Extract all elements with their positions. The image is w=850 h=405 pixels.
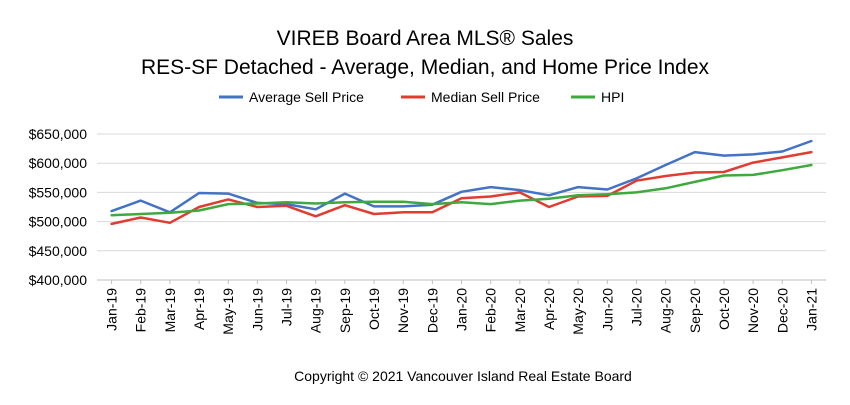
series-line-average-sell-price: [110, 139, 813, 214]
x-tick-label: Feb-19: [133, 288, 149, 333]
legend-label: Average Sell Price: [249, 89, 364, 105]
x-tick-label: Aug-20: [658, 288, 674, 333]
y-tick-label: $650,000: [29, 126, 88, 142]
chart-title: VIREB Board Area MLS® Sales: [277, 27, 574, 50]
x-tick-label: Nov-19: [395, 288, 411, 333]
x-axis: Jan-19 Feb-19 Mar-19 Apr-19 May-19 Jun-19 Jul-…: [104, 280, 819, 335]
x-tick-label: Jul-19: [279, 288, 295, 326]
x-tick-label: Aug-19: [308, 288, 324, 333]
x-tick-label: Jan-20: [454, 288, 470, 331]
x-tick-label: May-19: [220, 288, 236, 335]
copyright-text: Copyright © 2021 Vancouver Island Real E…: [294, 368, 632, 384]
legend: Average Sell Price Median Sell Price HPI: [219, 89, 624, 105]
series-lines: [110, 139, 813, 226]
y-axis-ticks: $400,000 $450,000 $500,000 $550,000 $600,000…: [29, 126, 88, 288]
chart-subtitle: RES-SF Detached - Average, Median, and H…: [141, 56, 710, 79]
x-tick-label: Mar-19: [162, 288, 178, 333]
legend-label: HPI: [601, 89, 624, 105]
x-tick-label: Nov-20: [745, 288, 761, 333]
y-tick-label: $400,000: [29, 272, 88, 288]
y-tick-label: $450,000: [29, 243, 88, 259]
x-tick-label: Mar-20: [512, 288, 528, 333]
x-tick-label: Jan-21: [803, 288, 819, 331]
x-tick-label: Dec-19: [424, 288, 440, 333]
x-tick-label: Sep-20: [687, 288, 703, 333]
x-tick-label: Apr-19: [191, 288, 207, 330]
x-tick-label: Jan-19: [104, 288, 120, 331]
series-line-hpi: [110, 163, 813, 217]
y-tick-label: $600,000: [29, 155, 88, 171]
series-line-median-sell-price: [110, 150, 813, 226]
x-tick-label: Oct-20: [716, 288, 732, 330]
legend-label: Median Sell Price: [431, 89, 540, 105]
x-tick-label: Jul-20: [628, 288, 644, 326]
x-tick-label: Feb-20: [483, 288, 499, 333]
x-tick-label: Apr-20: [541, 288, 557, 330]
x-tick-label: Sep-19: [337, 288, 353, 333]
x-tick-label: May-20: [570, 288, 586, 335]
y-tick-label: $550,000: [29, 184, 88, 200]
y-tick-label: $500,000: [29, 214, 88, 230]
x-tick-label: Dec-20: [774, 288, 790, 333]
x-tick-label: Jun-20: [599, 288, 615, 331]
x-tick-label: Jun-19: [249, 288, 265, 331]
x-tick-label: Oct-19: [366, 288, 382, 330]
